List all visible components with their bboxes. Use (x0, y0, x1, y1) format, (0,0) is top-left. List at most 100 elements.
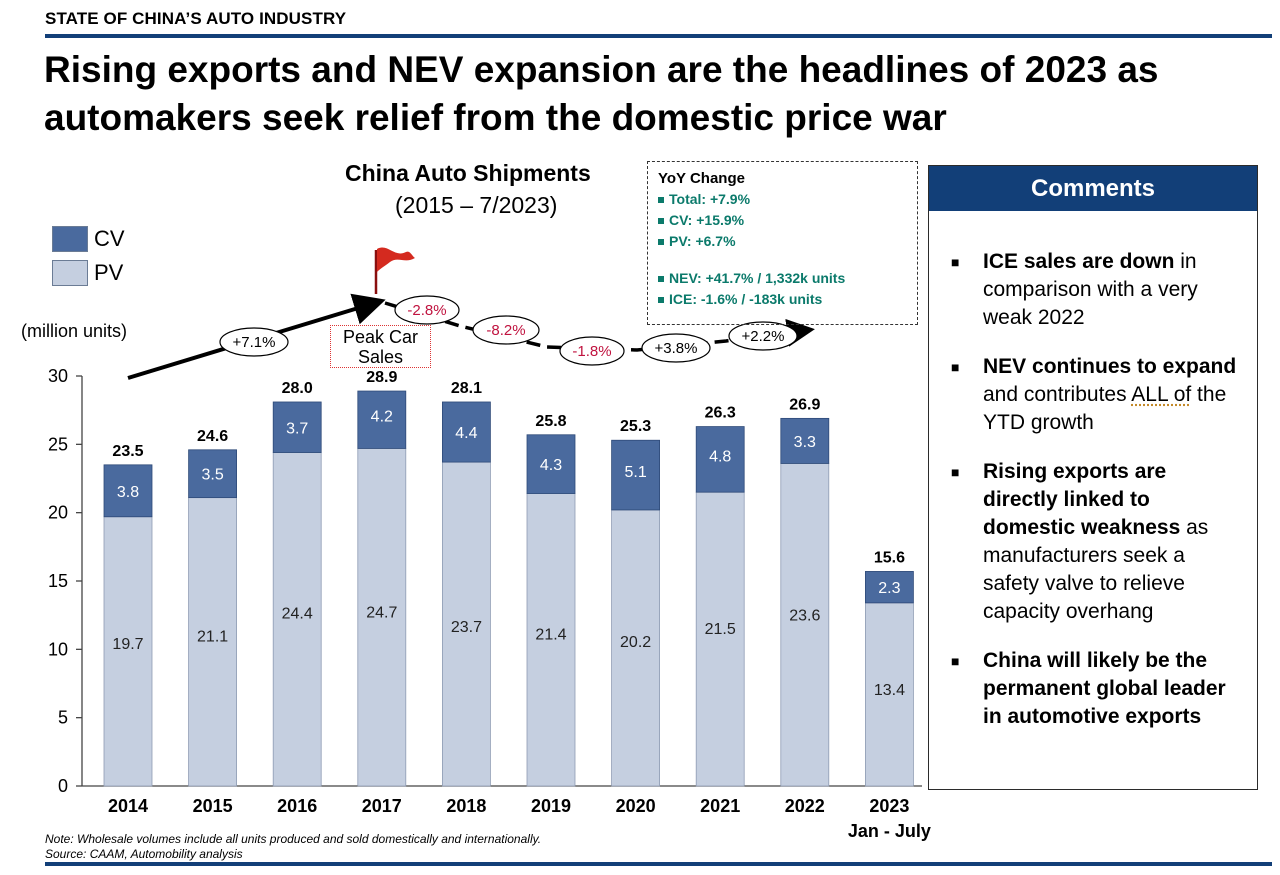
data-label-cv-2017: 4.2 (371, 409, 393, 426)
growth-label: +2.2% (742, 328, 785, 345)
bar-pv-2018 (441, 461, 491, 787)
yoy-title: YoY Change (658, 170, 745, 187)
x-tick-label-2016: 2016 (277, 796, 317, 816)
data-label-pv-2021: 21.5 (705, 621, 736, 638)
growth-label: -1.8% (572, 343, 611, 360)
y-tick-label: 15 (48, 571, 68, 591)
legend-label-pv: PV (94, 260, 124, 285)
legend-item-pv: PV (52, 256, 125, 290)
comment-item: ■ China will likely be the permanent glo… (951, 647, 1243, 731)
y-tick-label: 10 (48, 639, 68, 659)
data-label-total-2017: 28.9 (366, 369, 397, 386)
y-tick-label: 30 (48, 366, 68, 386)
comment-item: ■ ICE sales are down in comparison with … (951, 248, 1243, 332)
bar-cv-2018 (441, 401, 491, 463)
bar-cv-2015 (188, 449, 238, 499)
data-label-pv-2014: 19.7 (112, 636, 143, 653)
x-tick-label-2015: 2015 (193, 796, 233, 816)
data-label-total-2023: 15.6 (874, 549, 905, 566)
bar-pv-2017 (357, 448, 407, 787)
bottom-divider (45, 862, 1272, 866)
data-label-pv-2017: 24.7 (366, 604, 397, 621)
data-label-total-2020: 25.3 (620, 418, 651, 435)
bar-cv-2022 (780, 417, 830, 464)
x-tick-label-2021: 2021 (700, 796, 740, 816)
x-tick-label-2020: 2020 (616, 796, 656, 816)
yoy-change-box: YoY Change Total: +7.9% CV: +15.9% PV: +… (647, 161, 918, 325)
page-headline: Rising exports and NEV expansion are the… (44, 49, 1159, 138)
x-tick-label-2022: 2022 (785, 796, 825, 816)
yoy-item-total: Total: +7.9% (658, 189, 907, 210)
legend-swatch-pv (52, 260, 88, 286)
bullet-square-icon (658, 275, 664, 282)
data-label-total-2021: 26.3 (705, 405, 736, 422)
bar-pv-2016 (272, 452, 322, 787)
bar-cv-2017 (357, 390, 407, 449)
y-tick-label: 25 (48, 434, 68, 454)
x-tick-label-2018: 2018 (446, 796, 486, 816)
data-label-total-2016: 28.0 (282, 380, 313, 397)
data-label-cv-2015: 3.5 (201, 467, 223, 484)
x-sublabel-2023: Jan - July (848, 821, 931, 841)
data-label-pv-2019: 21.4 (535, 627, 566, 644)
data-label-cv-2020: 5.1 (624, 464, 646, 481)
bar-cv-2019 (526, 434, 576, 494)
legend-swatch-cv (52, 226, 88, 252)
chart-subtitle: (2015 – 7/2023) (395, 192, 558, 218)
section-label: STATE OF CHINA’S AUTO INDUSTRY (45, 9, 347, 28)
bar-pv-2014 (103, 516, 153, 787)
data-label-pv-2015: 21.1 (197, 629, 228, 646)
comment-text: ICE sales are down in comparison with a … (983, 250, 1198, 329)
growth-bubble (472, 315, 540, 345)
data-label-total-2019: 25.8 (535, 413, 566, 430)
growth-bubble (559, 336, 625, 366)
chart-title: China Auto Shipments (345, 160, 591, 186)
y-axis-label: (million units) (21, 321, 128, 341)
data-label-pv-2022: 23.6 (789, 607, 820, 624)
data-label-pv-2016: 24.4 (282, 606, 313, 623)
legend-label-cv: CV (94, 226, 125, 251)
data-label-pv-2023: 13.4 (874, 682, 905, 699)
growth-bubble (394, 295, 460, 325)
data-label-cv-2014: 3.8 (117, 484, 139, 501)
growth-label: -2.8% (407, 302, 446, 319)
comments-panel: Comments ■ ICE sales are down in compari… (928, 165, 1258, 790)
bullet-square-icon: ■ (951, 464, 960, 480)
bar-pv-2022 (780, 463, 830, 787)
red-flag-icon (374, 247, 415, 294)
bar-cv-2016 (272, 401, 322, 453)
growth-label: +7.1% (233, 334, 276, 351)
top-divider (45, 34, 1272, 38)
bar-pv-2023 (865, 602, 914, 787)
bullet-square-icon (658, 196, 664, 203)
comment-item: ■ NEV continues to expand and contribute… (951, 353, 1243, 437)
comment-text: NEV continues to expand and contributes … (983, 355, 1237, 434)
bar-cv-2014 (103, 464, 153, 518)
footnote-source: Source: CAAM, Automobility analysis (45, 847, 243, 861)
bar-pv-2021 (695, 491, 745, 787)
footnote: Note: Wholesale volumes include all unit… (45, 832, 541, 862)
bar-cv-2023 (865, 571, 914, 604)
growth-bubble (641, 333, 711, 363)
x-tick-label-2017: 2017 (362, 796, 402, 816)
yoy-ice-text: ICE: -1.6% / -183k units (669, 291, 823, 307)
yoy-item-nev: NEV: +41.7% / 1,332k units (658, 268, 907, 289)
bar-cv-2020 (611, 439, 660, 511)
comment-text: Rising exports are directly linked to do… (983, 460, 1209, 623)
data-label-cv-2023: 2.3 (878, 580, 900, 597)
footnote-note: Note: Wholesale volumes include all unit… (45, 832, 542, 846)
comment-item: ■ Rising exports are directly linked to … (951, 458, 1243, 626)
chart-legend: CV PV (52, 222, 125, 290)
yoy-item-ice: ICE: -1.6% / -183k units (658, 289, 907, 310)
data-label-total-2022: 26.9 (789, 396, 820, 413)
data-label-cv-2021: 4.8 (709, 448, 731, 465)
bar-pv-2015 (188, 497, 238, 787)
data-label-pv-2018: 23.7 (451, 619, 482, 636)
y-tick-label: 0 (58, 776, 68, 796)
bullet-square-icon: ■ (951, 359, 960, 375)
data-label-cv-2016: 3.7 (286, 420, 308, 437)
bullet-square-icon (658, 217, 664, 224)
yoy-item-cv: CV: +15.9% (658, 210, 907, 231)
data-label-cv-2022: 3.3 (794, 434, 816, 451)
